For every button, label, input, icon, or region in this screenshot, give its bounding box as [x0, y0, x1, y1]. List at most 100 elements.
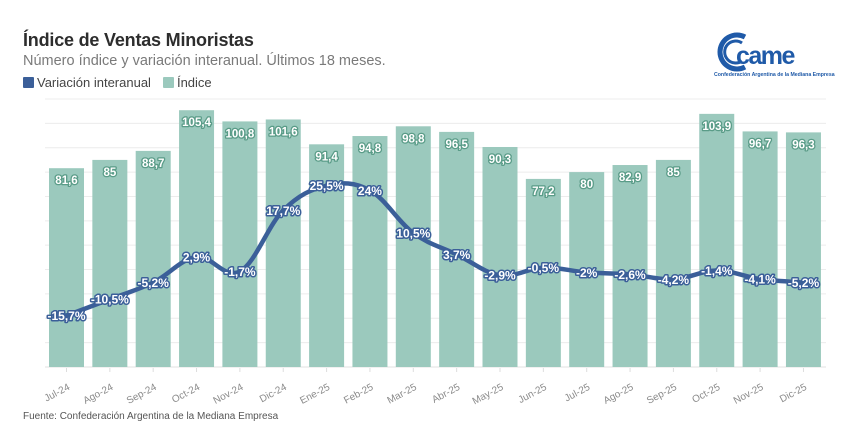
bar-ene-25 — [309, 144, 345, 367]
bar-ago-24 — [92, 159, 128, 367]
bar-sep-24 — [135, 150, 171, 367]
line-value-label: 25,5% — [310, 179, 344, 193]
bar-value-label: 105,4 — [182, 117, 211, 129]
chart-title: Índice de Ventas Minoristas — [23, 30, 254, 50]
x-tick-label: Abr-25 — [430, 382, 462, 406]
bars-indice — [49, 110, 821, 368]
line-point — [410, 230, 416, 236]
line-point — [367, 187, 373, 193]
line-point — [64, 313, 69, 319]
line-value-label: -5,2% — [788, 276, 820, 290]
bar-value-label: 96,5 — [445, 139, 468, 151]
bar-value-label: 96,3 — [792, 139, 814, 151]
line-value-label: -1,7% — [224, 265, 256, 279]
bar-value-label: 82,9 — [619, 172, 641, 184]
line-labels: -15,7% -10,5% -5,2% 2,9% -1,7% 17,7% 25,5% 24% 1… — [46, 178, 821, 325]
line-point — [540, 265, 546, 271]
x-tick-label: Dic-24 — [258, 382, 289, 405]
line-value-label: 3,7% — [443, 248, 471, 262]
line-value-label: -10,5% — [91, 293, 129, 307]
x-tick-label: Ago-25 — [602, 382, 636, 407]
bar-value-label: 96,7 — [749, 138, 771, 150]
bar-value-label: 94,8 — [359, 143, 382, 155]
legend: Variación interanual Índice — [23, 75, 224, 90]
x-tick-label: Jul-24 — [43, 382, 73, 405]
came-logo: came — [717, 32, 797, 72]
x-tick-label: May-25 — [471, 382, 506, 408]
line-point — [280, 207, 286, 213]
x-tick-label: Feb-25 — [342, 382, 376, 407]
bar-jun-25 — [525, 178, 561, 367]
bar-oct-25 — [699, 113, 735, 367]
bar-ago-25 — [612, 165, 648, 367]
x-tick-label: Nov-24 — [212, 382, 246, 407]
x-tick-label: Nov-25 — [732, 382, 766, 407]
bar-value-label: 85 — [103, 167, 116, 179]
line-point — [194, 254, 200, 260]
line-point — [324, 183, 330, 189]
bar-dic-24 — [265, 119, 301, 367]
chart-subtitle: Número índice y variación interanual. Úl… — [23, 53, 386, 69]
line-value-label: -0,5% — [528, 261, 560, 275]
x-tick-label: Jul-25 — [563, 382, 593, 405]
bar-sep-25 — [655, 159, 691, 367]
line-value-label: 10,5% — [396, 227, 430, 241]
line-point — [584, 269, 590, 275]
bar-value-label: 91,4 — [315, 151, 338, 163]
line-variacion — [64, 181, 806, 319]
line-value-label: -5,2% — [138, 276, 170, 290]
logo-text: came — [736, 42, 796, 70]
bar-jul-24 — [49, 168, 84, 367]
x-tick-label: Jun-25 — [517, 382, 550, 406]
bar-value-label: 81,6 — [55, 175, 77, 187]
line-value-label: -4,2% — [658, 273, 690, 287]
bar-oct-24 — [179, 110, 215, 367]
line-point — [454, 251, 460, 257]
line-value-label: -2,6% — [614, 268, 646, 282]
legend-swatch-indice — [162, 77, 174, 88]
legend-item-variacion[interactable]: Variación interanual — [23, 75, 151, 90]
x-tick-label: Dic-25 — [778, 382, 809, 405]
line-value-label: -2% — [576, 266, 598, 280]
bar-value-label: 80 — [580, 179, 593, 191]
line-value-label: 2,9% — [183, 250, 211, 264]
bar-nov-25 — [742, 131, 778, 367]
x-tick-label: Ago-24 — [82, 382, 116, 407]
bar-dic-25 — [785, 132, 821, 367]
bar-value-label: 88,7 — [142, 158, 164, 170]
legend-label-indice: Índice — [176, 75, 212, 90]
bar-may-25 — [482, 146, 518, 367]
x-tick-label: Sep-25 — [645, 382, 679, 407]
line-value-label: 24% — [358, 184, 382, 198]
line-value-label: 17,7% — [266, 204, 300, 218]
x-tick-label: Ene-25 — [298, 382, 332, 407]
line-point — [800, 280, 806, 286]
logo-tagline: Confederación Argentina de la Mediana Em… — [714, 72, 835, 78]
legend-item-indice[interactable]: Índice — [162, 75, 212, 90]
line-point — [497, 272, 503, 278]
x-axis: Jul-24 Ago-24 Sep-24 Oct-24 Nov-24 Dic-24 Ene-… — [43, 368, 809, 408]
line-value-label: -4,1% — [744, 273, 776, 287]
line-point — [757, 276, 763, 282]
legend-swatch-variacion — [23, 77, 34, 88]
line-point — [670, 276, 676, 282]
line-point — [237, 268, 243, 274]
bar-value-label: 85 — [667, 167, 680, 179]
line-value-label: -2,9% — [484, 269, 516, 283]
bar-value-label: 90,3 — [489, 154, 511, 166]
bar-value-label: 100,8 — [226, 128, 255, 140]
variacion-line — [64, 181, 806, 318]
x-tick-label: Sep-24 — [125, 382, 159, 407]
bar-value-label: 101,6 — [269, 126, 298, 138]
line-point — [714, 268, 720, 274]
line-value-label: -15,7% — [47, 309, 85, 323]
legend-label-variacion: Variación interanual — [37, 75, 151, 90]
line-point — [107, 296, 113, 302]
bar-nov-24 — [222, 121, 258, 367]
bar-value-label: 103,9 — [702, 121, 731, 133]
bar-feb-25 — [352, 136, 388, 367]
bar-labels: 81,6 85 88,7 105,4 100,8 101,6 91,4 94,8 98,8 96,… — [54, 116, 816, 199]
line-value-label: -1,4% — [701, 264, 733, 278]
x-tick-label: Oct-25 — [690, 382, 722, 406]
